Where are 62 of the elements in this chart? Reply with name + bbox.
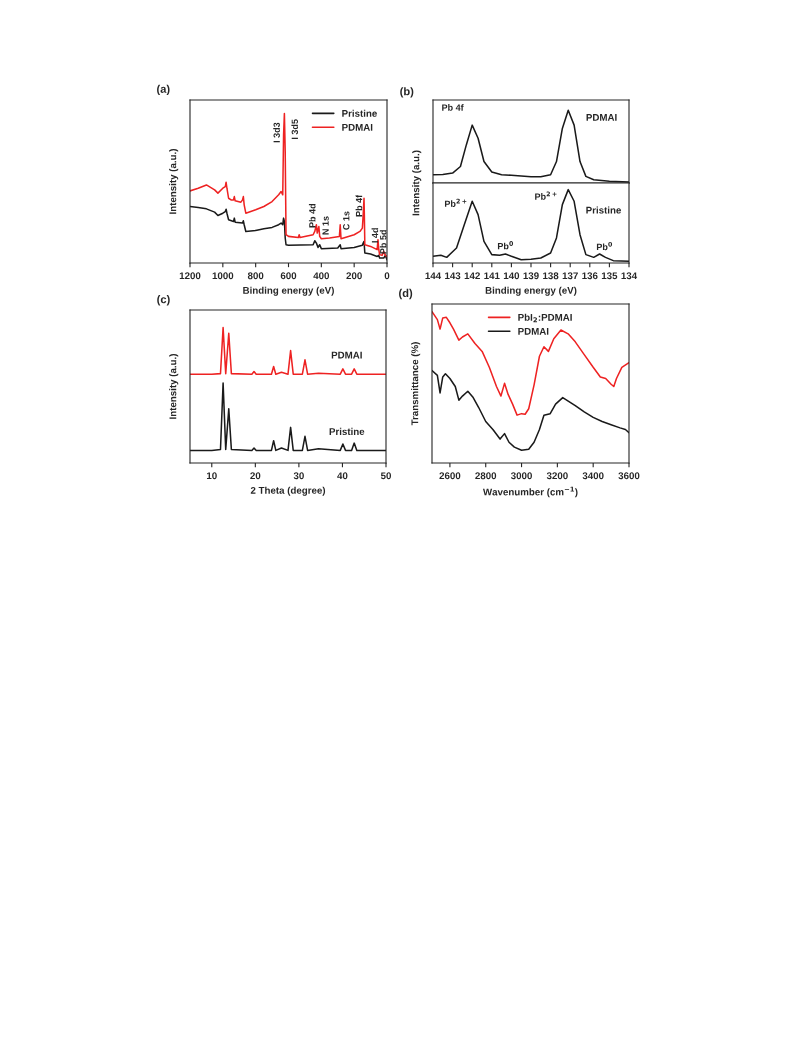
chart-title: (a) (157, 84, 170, 96)
x-tick-label: 600 (280, 272, 297, 280)
annotation: Pb 4d (308, 204, 316, 228)
x-tick-label: 10 (206, 472, 217, 480)
x-tick-label: 20 (250, 472, 261, 480)
x-tick-label: 139 (523, 272, 539, 280)
x-tick-label: 1000 (212, 272, 234, 280)
x-tick-label: 137 (562, 272, 578, 280)
x-tick-label: 2800 (475, 472, 497, 480)
x-tick-label: 30 (293, 472, 304, 480)
y-axis-title: Intensity (a.u.) (412, 150, 422, 216)
series-label: PDMAI (331, 351, 362, 359)
x-tick-label: 143 (445, 272, 461, 280)
annotation: I 3d3 (273, 122, 280, 143)
x-tick-label: 142 (464, 272, 480, 280)
annotation: Pb 4f (355, 194, 363, 217)
x-tick-label: 140 (503, 272, 520, 280)
chart-title: (d) (399, 288, 413, 300)
x-tick-label: 136 (582, 272, 598, 280)
annotation: Pb 4f (442, 104, 464, 111)
annotation: Pb$^{2+}$ (535, 191, 557, 200)
legend-label: PDMAI (342, 124, 373, 131)
x-axis-title: Wavenumber (cm$^{−1}$) (482, 486, 578, 498)
annotation: Pb$^{0}$ (497, 241, 514, 250)
x-tick-label: 50 (380, 472, 392, 480)
y-axis-title: Intensity (a.u.) (169, 354, 179, 419)
x-tick-label: 144 (425, 272, 442, 280)
x-tick-label: 800 (247, 272, 264, 280)
y-axis-title: Transmittance (%) (411, 342, 421, 426)
x-tick-label: 400 (313, 272, 330, 280)
annotation: Pb$^{2+}$ (444, 198, 467, 207)
annotation: I 3d5 (291, 119, 299, 140)
series-label: PDMAI (586, 114, 617, 121)
x-tick-label: 3200 (546, 472, 568, 480)
y-axis-title: Intensity (a.u.) (169, 149, 179, 214)
x-tick-label: 141 (484, 272, 500, 280)
annotation: I 4d (371, 228, 379, 243)
legend-label: PDMAI (518, 328, 549, 335)
x-axis-title: Binding energy (eV) (243, 286, 334, 296)
x-tick-label: 134 (621, 272, 638, 280)
series-label: Pristine (329, 427, 365, 436)
x-tick-label: 3000 (510, 472, 532, 480)
x-axis-title: Binding energy (eV) (485, 286, 577, 296)
x-tick-label: 0 (384, 272, 390, 280)
x-tick-label: 40 (337, 472, 348, 480)
x-tick-label: 3600 (618, 472, 640, 480)
chart-title: (c) (157, 295, 170, 306)
annotation: C 1s (343, 211, 350, 230)
x-axis-title: 2 Theta (degree) (250, 486, 326, 496)
chart-title: (b) (400, 87, 414, 98)
x-tick-label: 135 (601, 272, 618, 280)
legend-label: PbI$_{2}$:PDMAI (518, 313, 572, 323)
x-tick-label: 1200 (179, 272, 201, 280)
legend-label: Pristine (342, 109, 377, 117)
x-tick-label: 2600 (439, 472, 461, 480)
x-tick-label: 3400 (582, 472, 604, 480)
annotation: N 1s (322, 216, 329, 235)
annotation: Pb$^{0}$ (596, 241, 613, 251)
x-tick-label: 138 (543, 272, 559, 280)
x-tick-label: 200 (346, 272, 362, 280)
annotation: Pb 5d (379, 230, 387, 254)
series-label: Pristine (586, 206, 622, 214)
